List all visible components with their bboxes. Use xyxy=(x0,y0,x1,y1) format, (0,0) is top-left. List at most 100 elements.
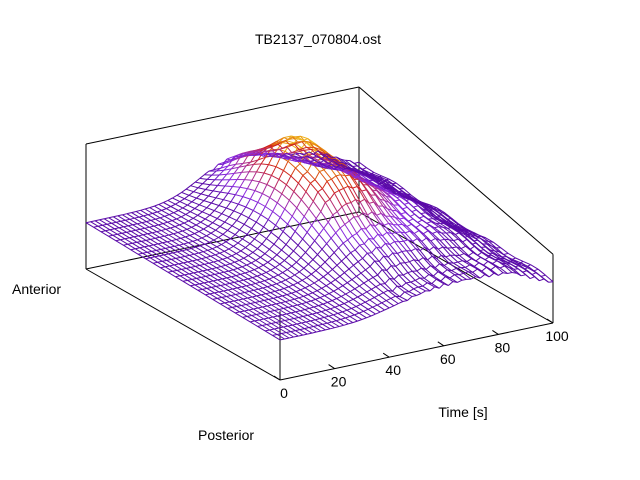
mesh-segment xyxy=(192,239,198,242)
mesh-segment xyxy=(372,277,381,285)
mesh-segment xyxy=(205,274,211,277)
mesh-segment xyxy=(295,330,304,336)
mesh-segment xyxy=(166,258,172,261)
x-axis-label: Time [s] xyxy=(438,404,487,420)
mesh-segment xyxy=(443,211,449,218)
mesh-segment xyxy=(427,259,436,269)
mesh-segment xyxy=(481,266,487,272)
mesh-segment xyxy=(265,146,271,149)
mesh-segment xyxy=(507,252,516,259)
mesh-segment xyxy=(204,241,210,245)
mesh-segment xyxy=(281,153,287,157)
mesh-segment xyxy=(351,235,361,246)
mesh-segment xyxy=(237,242,246,249)
mesh-segment xyxy=(307,332,313,335)
mesh-segment xyxy=(241,266,250,272)
mesh-segment xyxy=(305,320,311,323)
mesh-segment xyxy=(400,212,406,215)
mesh-segment xyxy=(220,285,229,291)
mesh-segment xyxy=(276,254,285,261)
mesh-segment xyxy=(238,298,244,301)
mesh-segment xyxy=(347,279,353,284)
mesh-segment xyxy=(211,285,217,288)
mesh-segment xyxy=(269,197,278,204)
mesh-segment xyxy=(227,307,236,314)
mesh-segment xyxy=(264,145,270,149)
mesh-segment xyxy=(254,238,263,245)
mesh-segment xyxy=(449,239,454,242)
mesh-segment xyxy=(371,211,381,224)
mesh-segment xyxy=(300,135,306,142)
mesh-segment xyxy=(124,238,133,244)
mesh-segment xyxy=(324,261,333,270)
mesh-segment xyxy=(309,240,315,248)
mesh-segment xyxy=(192,240,201,247)
mesh-segment xyxy=(311,155,317,159)
mesh-segment xyxy=(262,286,268,289)
mesh-segment xyxy=(330,308,339,314)
mesh-segment xyxy=(162,221,168,225)
mesh-segment xyxy=(261,293,266,296)
mesh-segment xyxy=(226,168,232,175)
mesh-segment xyxy=(245,243,251,248)
mesh-segment xyxy=(296,149,304,153)
mesh-segment xyxy=(249,289,254,292)
mesh-segment xyxy=(408,288,414,293)
mesh-segment xyxy=(280,302,289,308)
mesh-segment xyxy=(384,200,393,211)
mesh-segment xyxy=(299,149,304,151)
mesh-segment xyxy=(361,317,367,320)
mesh-segment xyxy=(382,190,389,195)
mesh-segment xyxy=(300,191,307,200)
mesh-segment xyxy=(222,258,231,265)
mesh-segment xyxy=(112,234,121,241)
mesh-segment xyxy=(235,162,244,165)
mesh-segment xyxy=(393,204,402,215)
mesh-segment xyxy=(259,181,268,185)
mesh-segment xyxy=(465,264,471,268)
mesh-segment xyxy=(176,194,185,200)
mesh-segment xyxy=(338,166,344,170)
mesh-segment xyxy=(162,259,167,262)
mesh-segment xyxy=(240,154,246,158)
mesh-segment xyxy=(104,217,109,220)
mesh-segment xyxy=(340,293,346,297)
mesh-segment xyxy=(161,208,167,211)
mesh-segment xyxy=(236,305,245,312)
mesh-segment xyxy=(336,295,342,300)
mesh-segment xyxy=(276,193,283,204)
mesh-segment xyxy=(138,215,144,218)
mesh-segment xyxy=(222,278,231,284)
mesh-segment xyxy=(85,222,94,228)
mesh-segment xyxy=(469,245,475,250)
mesh-segment xyxy=(130,249,139,255)
mesh-segment xyxy=(182,207,191,213)
mesh-segment xyxy=(282,146,288,149)
mesh-segment xyxy=(219,252,228,259)
mesh-segment xyxy=(258,232,267,240)
mesh-segment xyxy=(413,259,419,262)
mesh-segment xyxy=(169,245,175,248)
mesh-segment xyxy=(118,226,124,229)
mesh-segment xyxy=(477,268,483,272)
mesh-segment xyxy=(346,307,352,311)
mesh-segment xyxy=(399,291,405,297)
mesh-segment xyxy=(195,221,201,226)
mesh-segment xyxy=(206,232,212,237)
mesh-segment xyxy=(293,191,302,200)
mesh-segment xyxy=(246,284,252,287)
mesh-segment xyxy=(237,196,244,205)
mesh-segment xyxy=(176,191,182,196)
mesh-segment xyxy=(490,265,496,271)
mesh-segment xyxy=(178,244,187,251)
mesh-segment xyxy=(255,221,264,228)
mesh-segment xyxy=(260,214,269,221)
mesh-segment xyxy=(235,155,241,158)
mesh-segment xyxy=(409,230,415,234)
mesh-segment xyxy=(413,286,419,290)
mesh-segment xyxy=(180,216,189,222)
mesh-segment xyxy=(338,324,344,327)
mesh-segment xyxy=(121,231,127,234)
mesh-segment xyxy=(319,318,328,324)
mesh-segment xyxy=(316,144,322,151)
